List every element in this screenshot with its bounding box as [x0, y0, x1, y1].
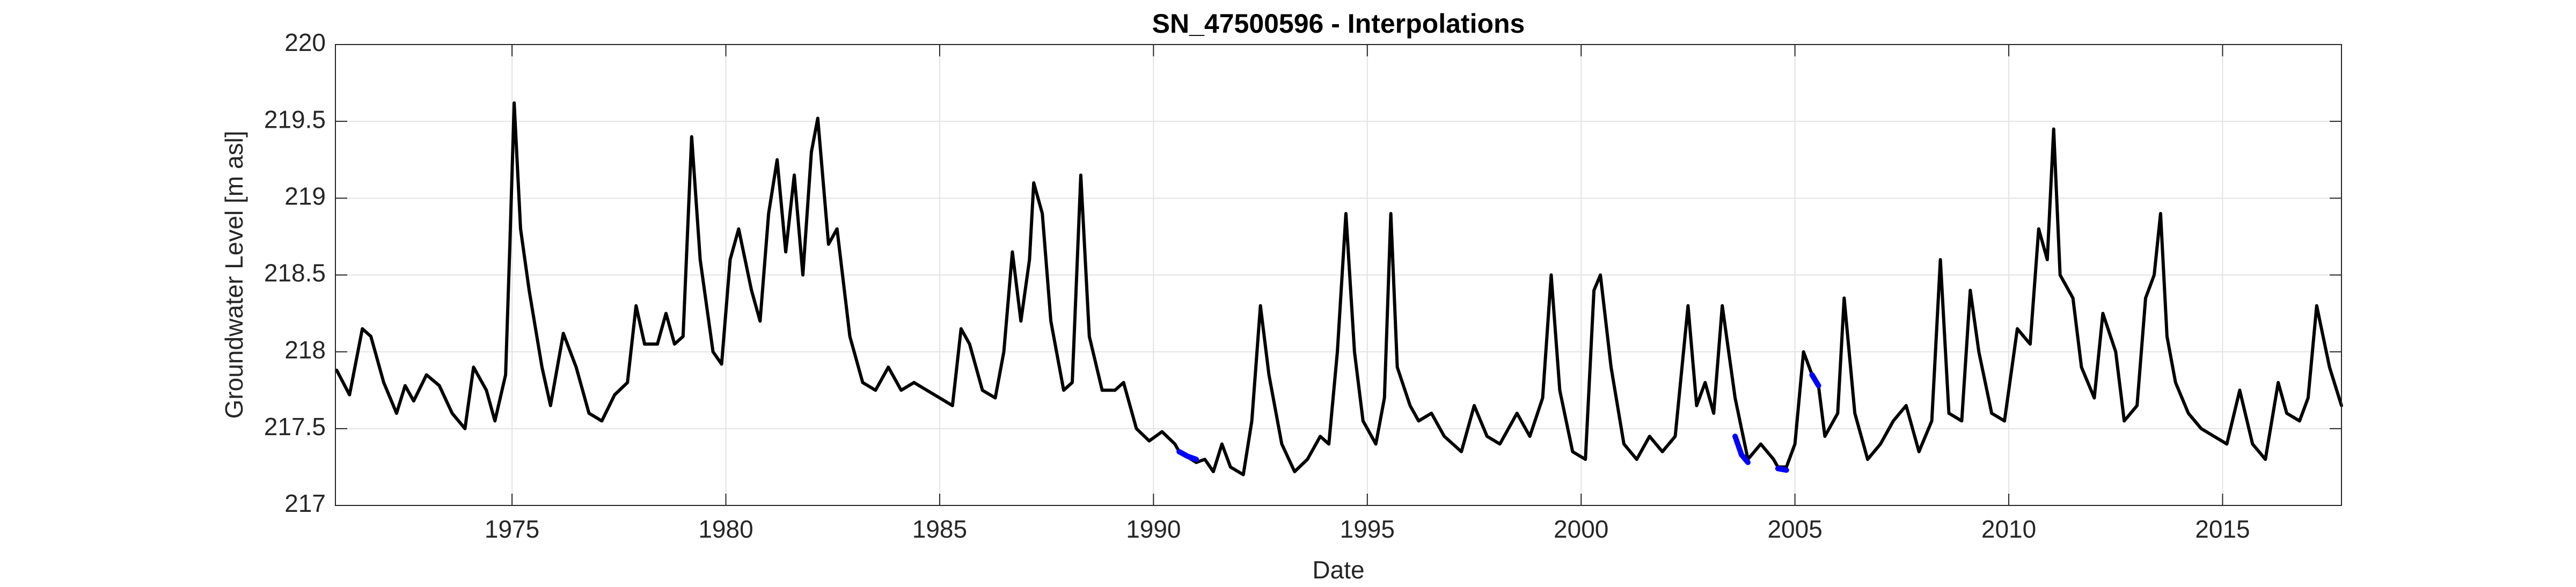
y-tick-label: 217.5: [264, 413, 326, 441]
chart-title: SN_47500596 - Interpolations: [1152, 9, 1525, 39]
y-axis-label: Groundwater Level [m asl]: [220, 131, 248, 419]
y-tick-label: 220: [284, 28, 326, 56]
x-tick-label: 2010: [1981, 515, 2036, 543]
x-tick-label: 2000: [1554, 515, 1608, 543]
series-line: [335, 101, 2343, 476]
y-tick-label: 219.5: [264, 105, 326, 133]
y-tick-label: 218: [284, 336, 326, 364]
y-tick-label: 218.5: [264, 259, 326, 287]
x-tick-label: 1995: [1340, 515, 1395, 543]
x-axis-label: Date: [1312, 556, 1364, 584]
x-tick-label: 2015: [2195, 515, 2250, 543]
y-tick-label: 217: [284, 489, 326, 517]
x-tick-label: 1980: [698, 515, 753, 543]
x-tick-label: 1975: [485, 515, 539, 543]
x-tick-label: 1990: [1126, 515, 1181, 543]
y-tick-label: 219: [284, 182, 326, 210]
x-tick-label: 1985: [912, 515, 967, 543]
x-tick-label: 2005: [1767, 515, 1822, 543]
plot-frame: [335, 44, 2342, 506]
series-line: [1176, 372, 1821, 473]
